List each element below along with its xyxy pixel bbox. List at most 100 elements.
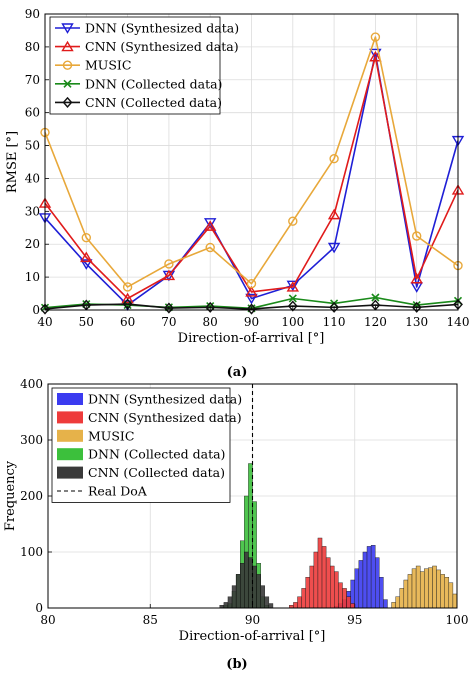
panel-a-xtick-label: 110 xyxy=(323,315,346,329)
legend-swatch xyxy=(57,448,83,461)
panel-b-xtick-label: 90 xyxy=(245,613,260,627)
bar-music xyxy=(415,565,421,609)
bar-music xyxy=(444,577,450,609)
point-music xyxy=(329,154,339,164)
legend-label: MUSIC xyxy=(85,58,131,73)
legend-marker xyxy=(62,60,73,70)
hist-cnn-collected-data xyxy=(219,551,274,609)
legend-label: CNN (Synthesized data) xyxy=(85,39,239,54)
panel-b-label: (b) xyxy=(226,657,247,672)
legend-marker xyxy=(62,96,73,108)
panel-b-ytick-label: 400 xyxy=(20,377,43,391)
panel-a-label: (a) xyxy=(227,365,248,380)
legend-swatch xyxy=(57,466,83,479)
line-music xyxy=(44,36,459,288)
panel-a-ticks: 40 50 60 70 80 90 100 110 120 130 140 0 10 20 30 40 50 60… xyxy=(25,7,470,329)
legend-label: CNN (Collected data) xyxy=(88,465,225,480)
panel-b-ylabel: Frequency xyxy=(3,460,18,531)
bar-music xyxy=(391,602,396,609)
point-cnn-synthesized-data xyxy=(410,272,423,284)
bar-music xyxy=(399,588,405,609)
point-dnn-synthesized-data xyxy=(369,48,382,60)
panel-b-legend: DNN (Synthesized data) CNN (Synthesized d… xyxy=(51,387,242,503)
panel-a-ytick-label: 40 xyxy=(25,171,40,185)
point-cnn-collected-data xyxy=(329,301,340,313)
point-dnn-synthesized-data xyxy=(245,293,258,305)
bar-dnn-synthesized-data xyxy=(370,545,376,609)
legend-swatch xyxy=(57,429,83,442)
panel-a-ytick-label: 90 xyxy=(25,7,40,21)
series-cnn-synthesized-data xyxy=(38,50,465,304)
point-music xyxy=(412,231,422,241)
panel-a-ytick-label: 60 xyxy=(25,106,40,120)
bar-dnn-synthesized-data xyxy=(383,599,388,609)
bar-cnn-synthesized-data xyxy=(338,582,343,609)
bar-cnn-synthesized-data xyxy=(321,546,327,609)
bar-cnn-synthesized-data xyxy=(325,557,331,609)
bar-cnn-synthesized-data xyxy=(293,602,298,609)
panel-b-ytick-label: 0 xyxy=(35,601,43,615)
legend-marker xyxy=(63,79,72,88)
point-cnn-synthesized-data xyxy=(121,292,134,304)
panel-b-xtick-label: 85 xyxy=(143,613,158,627)
panel-a-xtick-label: 120 xyxy=(364,315,387,329)
bar-cnn-synthesized-data xyxy=(317,537,323,609)
line-cnn-synthesized-data xyxy=(44,55,459,300)
bar-dnn-synthesized-data xyxy=(362,551,368,609)
bar-cnn-synthesized-data xyxy=(297,596,302,609)
bar-cnn-collected-data xyxy=(235,574,241,609)
legend-label: DNN (Collected data) xyxy=(88,447,225,462)
point-dnn-collected-data xyxy=(288,294,297,303)
point-cnn-synthesized-data xyxy=(245,286,258,297)
panel-b-xlabel: Direction-of-arrival [°] xyxy=(179,629,326,644)
point-music xyxy=(370,32,381,42)
point-cnn-synthesized-data xyxy=(162,269,176,281)
bar-cnn-collected-data xyxy=(252,565,257,609)
panel-a-xtick-label: 140 xyxy=(447,315,470,329)
bar-dnn-synthesized-data xyxy=(358,560,364,609)
bar-cnn-collected-data xyxy=(244,551,249,609)
panel-b-ytick-label: 100 xyxy=(20,545,43,559)
panel-b: 80 85 90 95 100 0 100 200 300 400 DNN (Synthesize… xyxy=(3,377,468,672)
legend-entry-music: MUSIC xyxy=(57,428,134,443)
bar-cnn-synthesized-data xyxy=(350,603,355,609)
bar-music xyxy=(411,568,417,609)
bar-cnn-collected-data xyxy=(264,596,270,609)
panel-b-ticks: 80 85 90 95 100 0 100 200 300 400 xyxy=(20,377,468,627)
point-music xyxy=(246,278,257,289)
legend-label: MUSIC xyxy=(88,428,134,443)
point-music xyxy=(81,232,92,243)
bar-music xyxy=(448,582,454,609)
bar-cnn-collected-data xyxy=(248,557,253,609)
legend-label: DNN (Collected data) xyxy=(85,76,222,91)
legend-entry-dnn-synthesized-data: DNN (Synthesized data) xyxy=(57,392,242,407)
point-cnn-collected-data xyxy=(287,300,298,312)
panel-b-ytick-label: 300 xyxy=(20,433,43,447)
bar-cnn-synthesized-data xyxy=(313,551,319,609)
point-cnn-synthesized-data xyxy=(369,50,382,62)
point-cnn-synthesized-data xyxy=(327,208,341,220)
point-music xyxy=(205,242,215,253)
bar-music xyxy=(432,565,437,609)
bar-dnn-synthesized-data xyxy=(379,577,384,609)
legend-label: CNN (Collected data) xyxy=(85,95,222,110)
panel-a-ytick-label: 10 xyxy=(25,270,40,284)
legend-entry-cnn-synthesized-data: CNN (Synthesized data) xyxy=(57,410,242,425)
point-cnn-synthesized-data xyxy=(80,251,93,263)
panel-a-xtick-label: 130 xyxy=(405,315,428,329)
bar-dnn-synthesized-data xyxy=(366,546,372,609)
panel-a-ylabel: RMSE [°] xyxy=(5,131,20,193)
bar-cnn-collected-data xyxy=(223,602,229,609)
bar-music xyxy=(395,596,400,609)
legend-entry-dnn-synthesized-data: DNN (Synthesized data) xyxy=(55,21,239,36)
bar-music xyxy=(440,574,445,609)
panel-a-ytick-label: 70 xyxy=(25,73,40,87)
panel-a-xtick-label: 60 xyxy=(120,315,135,329)
hist-cnn-synthesized-data xyxy=(289,537,355,609)
bar-cnn-synthesized-data xyxy=(330,565,335,609)
legend-entry-cnn-collected-data: CNN (Collected data) xyxy=(55,95,222,110)
bar-cnn-synthesized-data xyxy=(334,571,339,609)
bar-music xyxy=(424,568,429,609)
panel-a-xtick-label: 90 xyxy=(244,315,259,329)
